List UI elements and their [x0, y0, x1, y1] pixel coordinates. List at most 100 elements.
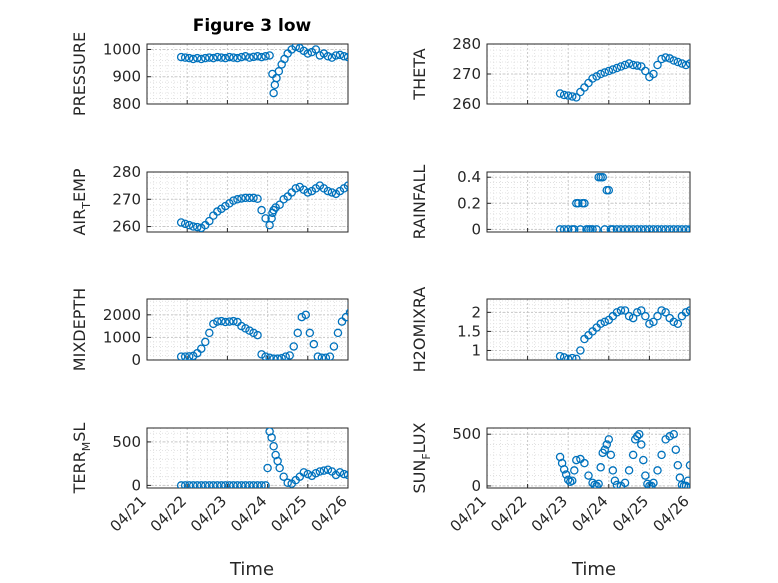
data-point [703, 313, 710, 320]
data-point [685, 59, 690, 68]
y-axis-label: MIXDEPTH [70, 288, 89, 371]
data-point [356, 480, 363, 487]
data-point [643, 479, 652, 488]
data-point [221, 317, 230, 327]
data-point [592, 225, 601, 232]
y-axis-label: SUNFLUX [410, 422, 433, 493]
data-point [229, 316, 238, 326]
data-point [628, 450, 638, 460]
data-point [574, 199, 583, 208]
y-axis-label: H2OMIXRA [410, 287, 429, 373]
y-tick-label: 0.4 [457, 168, 481, 186]
data-point [628, 60, 638, 70]
data-point [265, 51, 274, 60]
data-point [685, 225, 690, 232]
data-point [689, 59, 690, 62]
data-point [628, 225, 638, 232]
data-point [563, 475, 573, 484]
data-point [669, 56, 679, 65]
data-point [697, 431, 704, 438]
data-point [559, 225, 569, 232]
data-point [559, 90, 569, 100]
y-tick-label: 260 [112, 218, 141, 236]
data-point [632, 308, 642, 317]
y-tick-label: 500 [452, 425, 481, 443]
data-point [253, 330, 262, 340]
data-point [213, 317, 222, 326]
data-point [665, 225, 674, 232]
subplot-2: 260 270 280 THETA [410, 35, 710, 113]
data-point [289, 342, 298, 351]
y-tick-label: 280 [452, 35, 481, 53]
data-point [641, 311, 650, 321]
subplot-6: 11.52 H2OMIXRA [410, 287, 710, 373]
data-point [657, 225, 666, 232]
data-point [267, 214, 276, 223]
data-point [588, 74, 597, 83]
data-point [335, 50, 345, 60]
data-point [673, 319, 683, 329]
data-point [249, 481, 258, 488]
data-point [653, 311, 662, 321]
data-point [584, 471, 593, 480]
x-tick-label: 04/26 [650, 492, 693, 535]
y-tick-label: 0 [471, 477, 481, 495]
data-point [559, 353, 569, 360]
y-tick-label: 0 [131, 476, 141, 494]
data-point [315, 467, 325, 476]
data-point [184, 53, 194, 63]
data-point [677, 480, 687, 488]
data-point [665, 432, 674, 441]
data-point [673, 57, 683, 67]
data-point [612, 480, 622, 488]
data-point [192, 222, 202, 232]
data-point [653, 60, 662, 70]
data-point [265, 353, 274, 360]
y-tick-label: 0 [131, 351, 141, 369]
data-point [229, 53, 238, 62]
data-point [274, 67, 284, 76]
data-point [637, 225, 646, 232]
data-point [689, 447, 690, 450]
y-axis-label: TERRMSL [70, 423, 93, 495]
axes-frame [146, 43, 349, 105]
data-point [321, 353, 331, 360]
data-point [695, 226, 702, 233]
data-point [705, 447, 712, 454]
data-point [201, 53, 210, 63]
data-point [701, 439, 708, 446]
data-point [329, 342, 339, 351]
data-point [612, 63, 622, 73]
x-tick-label: 04/22 [147, 492, 190, 535]
data-point [323, 465, 333, 474]
data-point [339, 52, 348, 61]
data-point [291, 44, 300, 51]
data-point [661, 308, 670, 317]
data-point [624, 466, 634, 475]
y-tick-label: 260 [452, 95, 481, 113]
data-point [596, 69, 605, 79]
y-tick-label: 500 [112, 433, 141, 451]
data-point [303, 49, 313, 58]
data-point [184, 481, 194, 488]
data-point [703, 48, 710, 55]
data-point [576, 225, 585, 232]
data-point [649, 317, 658, 327]
data-point [299, 468, 309, 477]
data-point [352, 329, 359, 336]
data-point [347, 302, 348, 305]
data-point [572, 354, 581, 360]
data-point [263, 463, 272, 473]
data-point [257, 52, 266, 62]
data-point [645, 225, 654, 232]
data-point [639, 455, 648, 465]
data-point [596, 319, 605, 329]
data-point [568, 353, 577, 360]
data-point [293, 328, 302, 338]
scatter-series [555, 172, 702, 233]
x-tick-label: 04/24 [227, 492, 270, 535]
data-point [568, 476, 577, 486]
data-point [592, 481, 601, 488]
axes-frame [146, 298, 349, 361]
data-point [669, 225, 679, 232]
